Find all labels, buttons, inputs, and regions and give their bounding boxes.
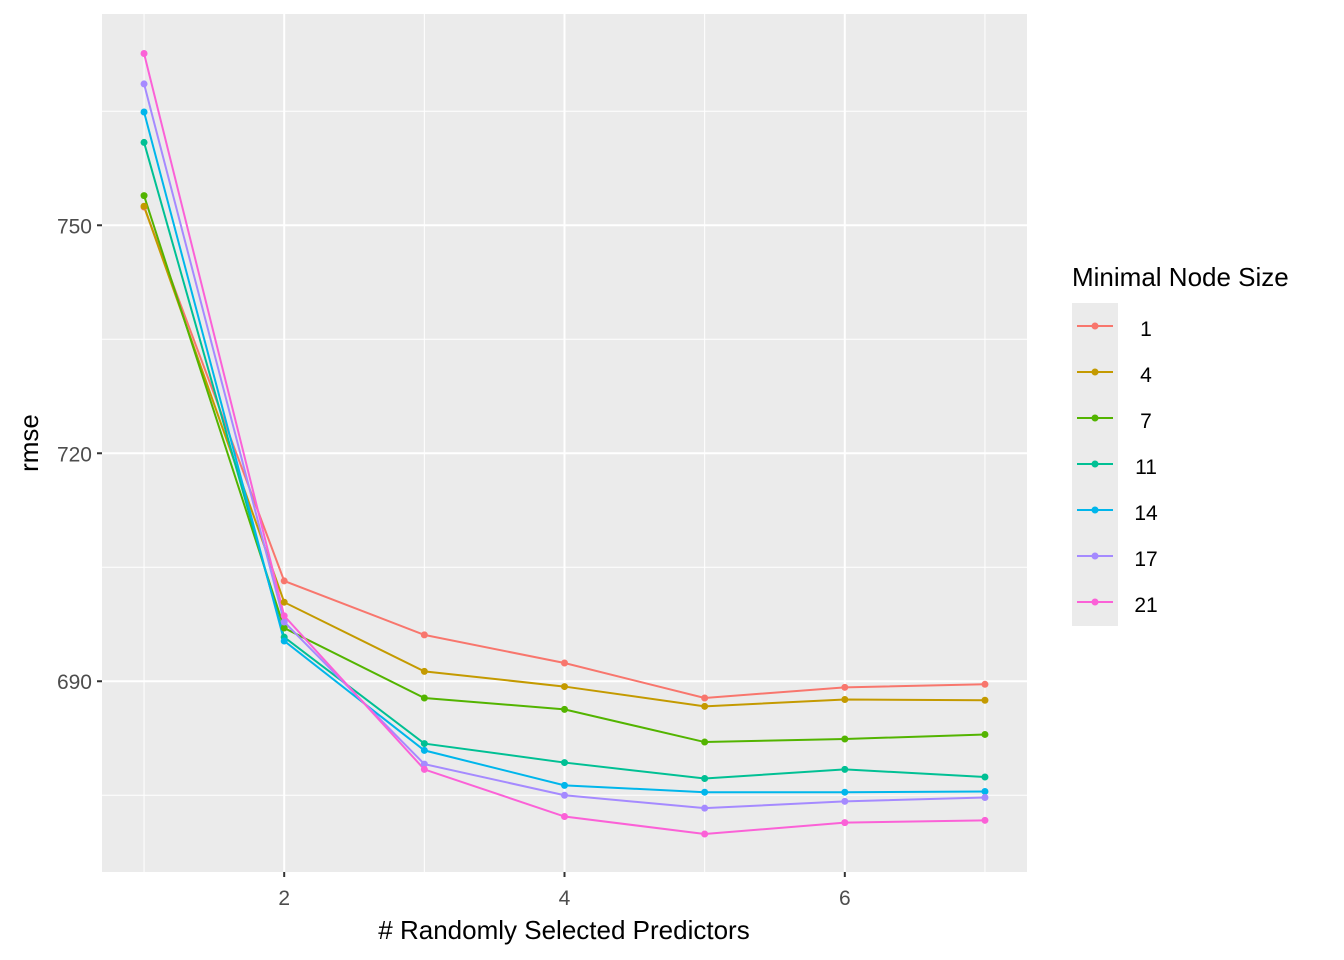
x-tick-label: 4 bbox=[559, 887, 571, 910]
data-point-4 bbox=[140, 202, 148, 210]
legend-key-point-4 bbox=[1091, 368, 1099, 376]
y-tick-label: 690 bbox=[57, 671, 92, 694]
data-point-21 bbox=[420, 765, 428, 773]
data-point-11 bbox=[420, 740, 428, 748]
legend-key-point-7 bbox=[1091, 414, 1099, 422]
data-point-1 bbox=[701, 694, 709, 702]
data-point-4 bbox=[701, 702, 709, 710]
y-tick-label: 750 bbox=[57, 215, 92, 238]
data-point-11 bbox=[701, 775, 709, 783]
legend-label: 7 bbox=[1140, 410, 1152, 433]
legend-label: 17 bbox=[1134, 548, 1157, 571]
data-point-17 bbox=[561, 791, 568, 799]
data-point-7 bbox=[701, 738, 709, 746]
data-point-7 bbox=[561, 705, 568, 713]
data-point-21 bbox=[701, 830, 709, 838]
y-axis-label: rmse bbox=[14, 414, 44, 472]
data-point-1 bbox=[420, 631, 428, 639]
grid-lines bbox=[102, 14, 1027, 872]
data-point-14 bbox=[420, 746, 428, 754]
data-point-14 bbox=[280, 637, 288, 645]
data-point-4 bbox=[561, 683, 568, 691]
legend-key-point-21 bbox=[1091, 598, 1099, 606]
data-point-21 bbox=[140, 50, 148, 58]
legend-key-point-17 bbox=[1091, 552, 1099, 560]
x-tick-label: 6 bbox=[839, 887, 851, 910]
legend-label: 11 bbox=[1135, 456, 1157, 479]
data-point-11 bbox=[841, 765, 849, 773]
axes: 690 720 750 2 4 6 bbox=[57, 215, 851, 910]
legend-label: 14 bbox=[1134, 502, 1158, 525]
data-point-21 bbox=[981, 816, 989, 824]
data-point-14 bbox=[701, 788, 709, 796]
data-point-21 bbox=[561, 813, 568, 821]
data-point-7 bbox=[140, 192, 148, 200]
data-point-17 bbox=[280, 618, 288, 626]
data-point-17 bbox=[701, 804, 709, 812]
legend-label: 4 bbox=[1140, 364, 1152, 387]
y-tick-label: 720 bbox=[57, 443, 92, 466]
data-point-7 bbox=[280, 624, 288, 632]
series-lines bbox=[140, 50, 989, 838]
data-point-1 bbox=[981, 680, 989, 688]
x-axis-label: # Randomly Selected Predictors bbox=[378, 915, 749, 945]
legend-label: 21 bbox=[1134, 594, 1157, 617]
data-point-1 bbox=[561, 659, 568, 667]
data-point-7 bbox=[981, 730, 989, 738]
data-point-21 bbox=[280, 612, 288, 620]
data-point-17 bbox=[981, 794, 989, 802]
data-point-4 bbox=[280, 598, 288, 606]
data-point-14 bbox=[981, 787, 989, 795]
legend-key-point-1 bbox=[1091, 322, 1099, 330]
data-point-11 bbox=[981, 773, 989, 781]
data-point-17 bbox=[140, 80, 148, 88]
data-point-1 bbox=[841, 683, 849, 691]
data-point-7 bbox=[420, 694, 428, 702]
data-point-14 bbox=[140, 108, 148, 116]
legend-key-point-14 bbox=[1091, 506, 1099, 514]
data-point-11 bbox=[140, 138, 148, 146]
legend-title: Minimal Node Size bbox=[1072, 262, 1289, 292]
x-tick-label: 2 bbox=[278, 887, 290, 910]
data-point-14 bbox=[561, 781, 568, 789]
data-point-17 bbox=[420, 760, 428, 768]
data-point-1 bbox=[280, 577, 288, 585]
data-point-17 bbox=[841, 797, 849, 805]
legend-key-point-11 bbox=[1091, 460, 1099, 468]
data-point-11 bbox=[561, 759, 568, 767]
data-point-4 bbox=[420, 667, 428, 675]
data-point-14 bbox=[841, 788, 849, 796]
data-point-4 bbox=[841, 695, 849, 703]
data-point-21 bbox=[841, 819, 849, 827]
legend-label: 1 bbox=[1140, 318, 1152, 341]
data-point-7 bbox=[841, 735, 849, 743]
data-point-4 bbox=[981, 696, 989, 704]
